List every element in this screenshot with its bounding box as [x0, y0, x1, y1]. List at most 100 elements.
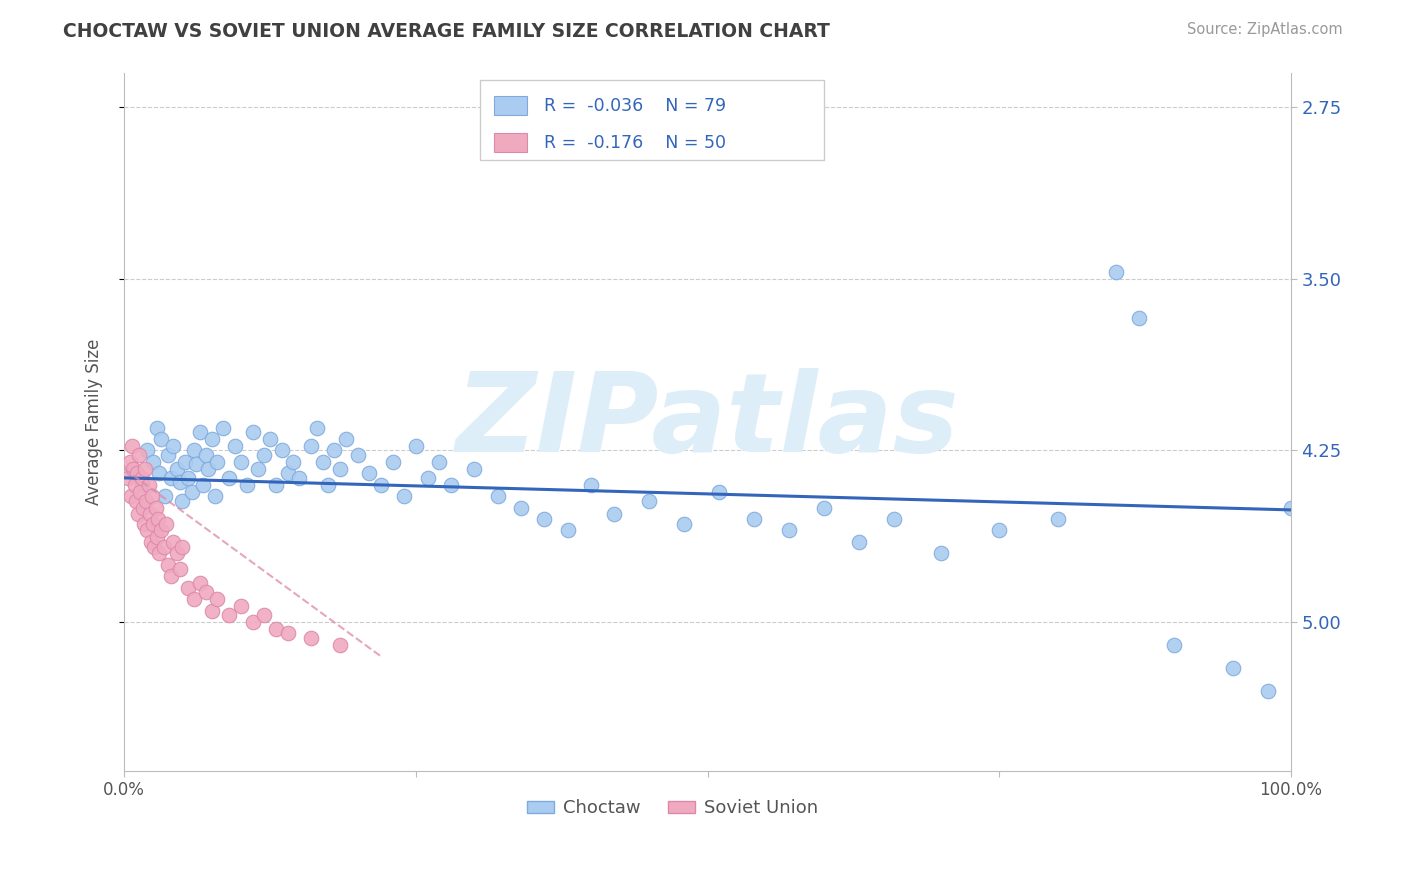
Point [318, 477, 340, 491]
Point [381, 455, 404, 469]
Point [138, 477, 160, 491]
Point [207, 592, 229, 607]
Point [136, 443, 159, 458]
Point [201, 603, 224, 617]
Point [1128, 310, 1150, 325]
Point [131, 477, 153, 491]
Legend: Choctaw, Soviet Union: Choctaw, Soviet Union [520, 792, 825, 824]
Point [188, 576, 211, 591]
Point [778, 524, 800, 538]
Point [194, 585, 217, 599]
Point [229, 599, 252, 613]
Point [122, 461, 145, 475]
Point [883, 512, 905, 526]
Point [159, 471, 181, 485]
Point [134, 461, 156, 475]
Point [188, 425, 211, 439]
Point [146, 420, 169, 434]
Point [186, 457, 208, 471]
Point [848, 535, 870, 549]
Point [173, 455, 195, 469]
Point [1279, 500, 1302, 515]
Point [148, 467, 170, 481]
Point [172, 540, 194, 554]
Point [177, 581, 200, 595]
Point [299, 631, 322, 645]
Point [346, 448, 368, 462]
Point [201, 432, 224, 446]
Point [253, 608, 276, 623]
Point [509, 500, 531, 515]
Point [1163, 638, 1185, 652]
Point [127, 508, 149, 522]
Point [132, 500, 155, 515]
Point [370, 477, 392, 491]
Point [463, 461, 485, 475]
Point [218, 608, 240, 623]
Point [283, 455, 305, 469]
Point [212, 420, 235, 434]
Text: CHOCTAW VS SOVIET UNION AVERAGE FAMILY SIZE CORRELATION CHART: CHOCTAW VS SOVIET UNION AVERAGE FAMILY S… [63, 22, 830, 41]
Point [427, 455, 450, 469]
Point [579, 477, 602, 491]
Point [673, 516, 696, 531]
Point [146, 530, 169, 544]
Point [486, 489, 509, 503]
Point [166, 461, 188, 475]
Point [323, 443, 346, 458]
Text: ZIPatlas: ZIPatlas [456, 368, 959, 475]
Point [305, 420, 328, 434]
Point [169, 475, 191, 490]
Point [335, 432, 357, 446]
Point [177, 471, 200, 485]
Point [709, 484, 731, 499]
Point [742, 512, 765, 526]
Point [229, 455, 252, 469]
Point [197, 461, 219, 475]
Point [603, 508, 626, 522]
Point [145, 500, 167, 515]
Point [276, 467, 298, 481]
Point [141, 489, 163, 503]
Point [125, 493, 148, 508]
Point [120, 489, 142, 503]
Point [264, 622, 287, 636]
Point [247, 461, 270, 475]
Point [218, 471, 240, 485]
Point [157, 448, 180, 462]
Point [311, 455, 333, 469]
Point [159, 569, 181, 583]
Point [118, 455, 141, 469]
Point [813, 500, 835, 515]
Point [638, 493, 661, 508]
Point [162, 439, 184, 453]
Point [253, 448, 276, 462]
Point [416, 471, 439, 485]
Point [405, 439, 427, 453]
Point [128, 448, 150, 462]
Point [194, 448, 217, 462]
Point [157, 558, 180, 572]
Point [276, 626, 298, 640]
FancyBboxPatch shape [479, 80, 824, 161]
Point [139, 535, 162, 549]
Point [166, 546, 188, 560]
Point [533, 512, 555, 526]
Point [124, 477, 146, 491]
Point [153, 540, 176, 554]
Point [150, 524, 173, 538]
Point [180, 484, 202, 499]
Point [207, 455, 229, 469]
Point [136, 524, 159, 538]
Point [235, 477, 257, 491]
Point [1222, 661, 1244, 675]
Point [143, 540, 166, 554]
Point [392, 489, 415, 503]
Point [329, 461, 352, 475]
Point [440, 477, 463, 491]
Text: Source: ZipAtlas.com: Source: ZipAtlas.com [1187, 22, 1343, 37]
Point [183, 443, 205, 458]
Point [1257, 683, 1279, 698]
Point [142, 455, 165, 469]
Point [129, 484, 152, 499]
